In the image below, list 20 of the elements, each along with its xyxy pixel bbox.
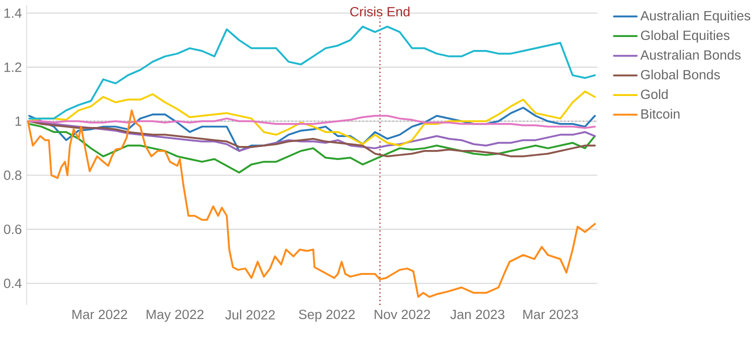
y-tick-label: 1.2 [4, 62, 22, 72]
x-tick-label: Nov 2022 [374, 310, 430, 320]
x-tick-label: Mar 2022 [72, 310, 128, 320]
legend-label: Global Bonds [640, 70, 720, 80]
y-tick-label: 0.4 [4, 278, 22, 288]
x-tick-label: May 2022 [146, 310, 204, 322]
legend-label: Australian Bonds [640, 50, 741, 60]
y-tick-label: 0.6 [4, 224, 22, 234]
y-tick-label: 1 [16, 116, 22, 126]
ref-line-label: Crisis End [350, 6, 410, 16]
legend-label: Gold [640, 89, 668, 100]
legend-label: Australian Equities [640, 10, 750, 24]
x-tick-label: Mar 2023 [523, 310, 578, 320]
x-tick-label: Sep 2022 [298, 310, 355, 322]
y-tick-label: 0.8 [4, 170, 22, 180]
legend-label: Bitcoin [641, 108, 680, 119]
y-tick-label: 1.4 [4, 8, 22, 18]
x-tick-label: Jan 2023 [450, 310, 504, 320]
x-tick-label: Jul 2022 [225, 310, 275, 320]
legend-label: Global Equities [640, 30, 730, 43]
